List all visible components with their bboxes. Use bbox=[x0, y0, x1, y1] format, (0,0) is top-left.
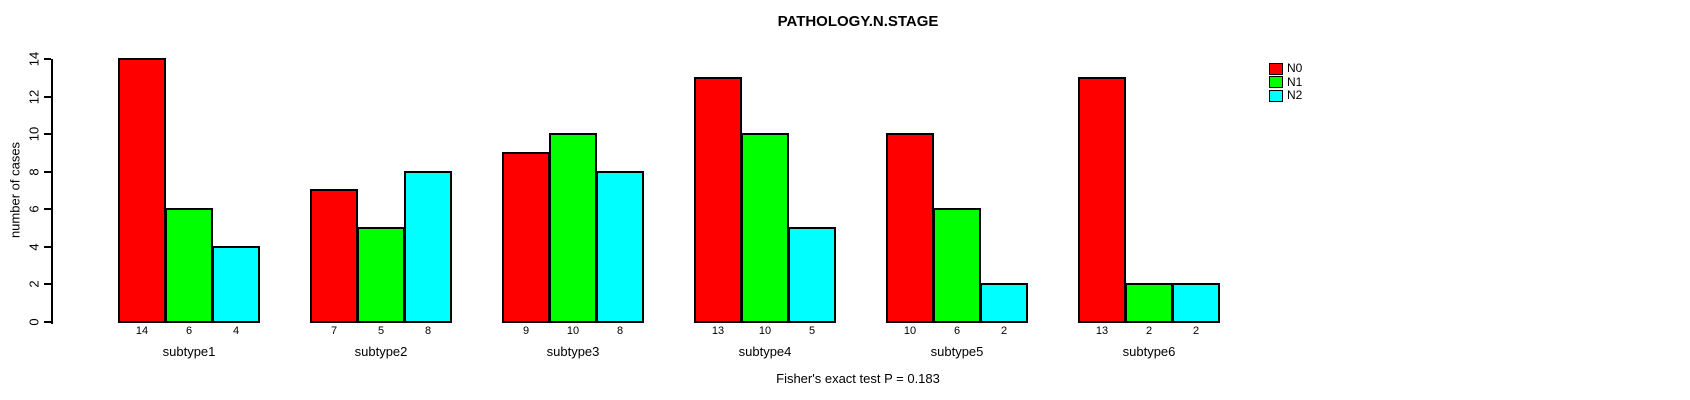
bar-value-label: 2 bbox=[1145, 325, 1153, 337]
bar bbox=[1172, 283, 1220, 323]
category-label: subtype3 bbox=[546, 344, 600, 359]
y-tick bbox=[44, 57, 51, 60]
legend-label: N0 bbox=[1287, 61, 1303, 76]
bar-value-label: 2 bbox=[1192, 325, 1200, 337]
y-tick-label: 10 bbox=[26, 126, 42, 142]
category-label: subtype1 bbox=[162, 344, 216, 359]
bar-value-label: 13 bbox=[1095, 325, 1109, 337]
bar bbox=[357, 227, 405, 323]
y-tick bbox=[44, 170, 51, 173]
bar bbox=[1125, 283, 1173, 323]
legend-item: N1 bbox=[1269, 74, 1303, 90]
annotation-text: Fisher's exact test P = 0.183 bbox=[776, 371, 940, 386]
bar bbox=[741, 133, 789, 323]
legend: N0 N1 N2 bbox=[1269, 62, 1302, 103]
bar-value-label: 5 bbox=[808, 325, 816, 337]
legend-item: N0 bbox=[1269, 62, 1302, 76]
y-tick bbox=[44, 245, 51, 248]
bar-value-label: 5 bbox=[377, 325, 385, 337]
y-axis-label: number of cases bbox=[7, 141, 23, 239]
bar bbox=[694, 76, 742, 323]
y-tick bbox=[44, 283, 51, 286]
y-tick bbox=[44, 321, 51, 323]
bar-value-label: 13 bbox=[711, 325, 725, 337]
bar-value-label: 10 bbox=[758, 325, 772, 337]
category-label: subtype6 bbox=[1122, 344, 1176, 359]
legend-label: N2 bbox=[1287, 88, 1303, 103]
legend-label: N1 bbox=[1287, 74, 1303, 89]
bar bbox=[165, 208, 213, 323]
bar-value-label: 10 bbox=[566, 325, 580, 337]
category-label: subtype4 bbox=[738, 344, 792, 359]
bar bbox=[1078, 76, 1126, 323]
bar-value-label: 6 bbox=[185, 325, 193, 337]
bar-value-label: 10 bbox=[903, 325, 917, 337]
y-tick-label: 8 bbox=[26, 168, 42, 176]
bar-value-label: 8 bbox=[424, 325, 432, 337]
bar-value-label: 9 bbox=[522, 325, 530, 337]
legend-swatch-icon bbox=[1269, 89, 1283, 102]
y-tick bbox=[44, 208, 51, 211]
bar-value-label: 14 bbox=[135, 325, 149, 337]
bar bbox=[502, 151, 550, 323]
bar bbox=[549, 133, 597, 323]
bar bbox=[212, 245, 260, 323]
y-tick bbox=[44, 95, 51, 98]
legend-swatch-icon bbox=[1269, 76, 1283, 89]
bar bbox=[404, 170, 452, 323]
bar-value-label: 7 bbox=[330, 325, 338, 337]
bar bbox=[596, 170, 644, 323]
y-tick-label: 12 bbox=[26, 89, 42, 104]
y-axis-line bbox=[51, 58, 53, 324]
bar bbox=[933, 208, 981, 323]
bar-value-label: 2 bbox=[1000, 325, 1008, 337]
bar-value-label: 4 bbox=[232, 325, 240, 337]
category-label: subtype2 bbox=[354, 344, 408, 359]
y-tick-label: 6 bbox=[26, 205, 42, 213]
bar bbox=[118, 57, 166, 323]
y-tick-label: 14 bbox=[26, 51, 42, 67]
category-label: subtype5 bbox=[930, 344, 984, 359]
bar-value-label: 8 bbox=[616, 325, 624, 337]
bar bbox=[310, 189, 358, 323]
y-tick-label: 4 bbox=[26, 243, 42, 251]
y-tick-label: 0 bbox=[26, 318, 42, 326]
bar bbox=[788, 227, 836, 323]
chart-title: PATHOLOGY.N.STAGE bbox=[777, 13, 939, 30]
bar-value-label: 6 bbox=[953, 325, 961, 337]
y-tick bbox=[44, 133, 51, 136]
y-tick-label: 2 bbox=[26, 280, 42, 289]
bar bbox=[980, 283, 1028, 323]
legend-swatch-icon bbox=[1269, 62, 1283, 75]
bar bbox=[886, 133, 934, 323]
legend-item: N2 bbox=[1269, 89, 1302, 103]
